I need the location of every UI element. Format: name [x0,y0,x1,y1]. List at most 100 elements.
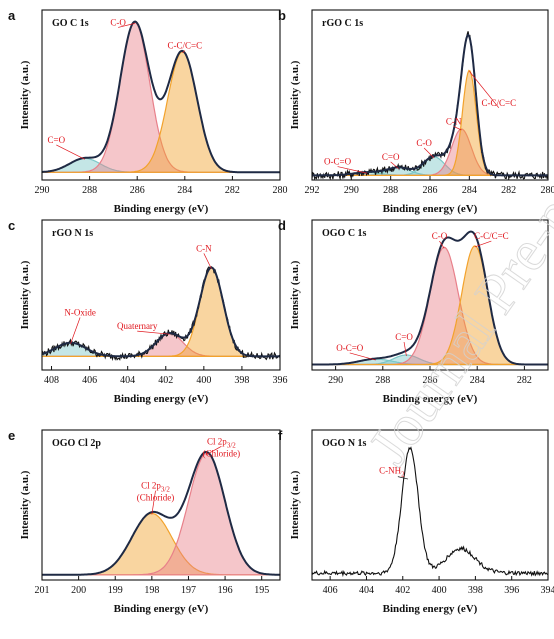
component-peak-2 [42,51,280,173]
x-tick-label: 406 [323,585,338,596]
x-tick-label: 402 [158,375,173,386]
plot-frame [41,219,281,371]
panel-f: 406 404 402 400 398 396 394 f OGO N 1s Binding en… [278,428,554,615]
x-tick-label: 292 [305,185,320,196]
peak-leader-line [182,50,186,53]
peak-label-1: C-O [110,17,126,27]
peak-leader-line [397,476,409,480]
x-tick-label: 286 [423,375,438,386]
x-tick-label: 404 [359,585,374,596]
x-tick-label: 288 [82,185,97,196]
x-tick-label: 400 [196,375,211,386]
x-tick-label: 200 [71,585,86,596]
x-tick-label: 195 [254,585,269,596]
panel-title: OGO N 1s [322,438,367,449]
panel-c: 408 406 404 402 400 398 396 c rGO N 1s Binding en… [8,218,288,405]
x-tick-label: 398 [234,375,249,386]
x-tick-label: 290 [35,185,50,196]
x-tick-label: 280 [541,185,554,196]
peak-label-2: C-O [416,138,432,148]
peak-leader-line [469,71,500,109]
x-tick-label: 396 [504,585,519,596]
peak-label-3: C-C/C=C [474,231,509,241]
x-tick-label: 282 [517,375,532,386]
x-axis-title: Binding energy (eV) [383,393,478,405]
x-tick-label: 408 [44,375,59,386]
plot-frame [41,9,281,181]
peak-label-0: C-NH2 [379,466,405,479]
x-tick-label: 201 [35,585,50,596]
panel-title: OGO C 1s [322,228,367,239]
peak-label-0: O-C=O [324,157,352,167]
peak-sublabel-0: (Chloride) [137,493,175,503]
panel-letter: b [278,8,286,23]
panel-title: rGO C 1s [322,18,363,29]
x-tick-label: 198 [144,585,159,596]
y-axis-title: Intensity (a.u.) [19,60,31,129]
x-tick-label: 196 [218,585,233,596]
panel-letter: e [8,428,15,443]
panel-letter: a [8,8,16,23]
panel-b: 292 290 288 286 284 282 280 b rGO C 1s Binding en… [278,8,554,215]
x-axis-title: Binding energy (eV) [114,393,209,405]
peak-leader-line [56,144,85,160]
x-tick-label: 286 [423,185,438,196]
peak-sublabel-1: (Chloride) [203,448,241,458]
plot-frame [311,9,549,181]
panel-title: GO C 1s [52,18,89,29]
raw-spectrum-line [311,446,549,578]
x-tick-label: 394 [541,585,554,596]
x-tick-label: 197 [181,585,196,596]
x-tick-label: 286 [130,185,145,196]
y-axis-title: Intensity (a.u.) [19,470,31,539]
peak-leader-line [206,446,222,455]
x-tick-label: 398 [468,585,483,596]
x-tick-label: 284 [470,375,485,386]
x-tick-label: 290 [328,375,343,386]
x-axis-title: Binding energy (eV) [114,603,209,615]
x-tick-label: 288 [383,185,398,196]
x-tick-label: 396 [273,375,288,386]
peak-leader-line [423,147,435,159]
x-tick-label: 282 [225,185,240,196]
x-tick-label: 199 [108,585,123,596]
x-tick-label: 406 [82,375,97,386]
peak-label-1: C=O [395,332,413,342]
envelope-line [41,20,280,174]
x-axis-title: Binding energy (eV) [383,603,478,615]
y-axis-title: Intensity (a.u.) [289,470,301,539]
x-tick-label: 402 [395,585,410,596]
panel-letter: c [8,218,15,233]
panel-title: OGO Cl 2p [52,438,101,449]
y-axis-title: Intensity (a.u.) [289,260,301,329]
plot-frame [41,429,281,581]
peak-leader-line [453,126,462,131]
peak-leader-line [203,253,212,269]
envelope-line [312,230,548,366]
envelope-line [41,266,280,358]
peak-label-0: O-C=O [336,343,364,353]
peak-label-2: C-O [432,231,448,241]
peak-label-0: C=O [47,135,65,145]
peak-leader-line [349,352,376,361]
peak-label-2: C-C/C=C [168,41,203,51]
x-tick-label: 404 [120,375,135,386]
y-axis-title: Intensity (a.u.) [19,260,31,329]
panel-e: 201 200 199 198 197 196 195 e OGO Cl 2p Binding e… [8,428,281,615]
peak-label-1: C=O [382,152,400,162]
envelope-line [42,451,280,576]
peak-leader-line [70,317,81,344]
peak-leader-line [137,330,170,335]
peak-label-1: Quaternary [117,321,158,331]
x-tick-label: 284 [462,185,477,196]
x-tick-label: 284 [177,185,192,196]
peak-leader-line [118,23,135,28]
panel-a: 290 288 286 284 282 280 a GO C 1s Binding energy… [8,8,288,215]
x-tick-label: 280 [273,185,288,196]
panel-letter: d [278,218,286,233]
panel-letter: f [278,428,283,443]
panel-d: 290 288 286 284 282 d OGO C 1s Binding energy (… [278,218,549,405]
peak-leader-line [439,240,445,249]
peak-label-4: C-C/C=C [482,98,517,108]
